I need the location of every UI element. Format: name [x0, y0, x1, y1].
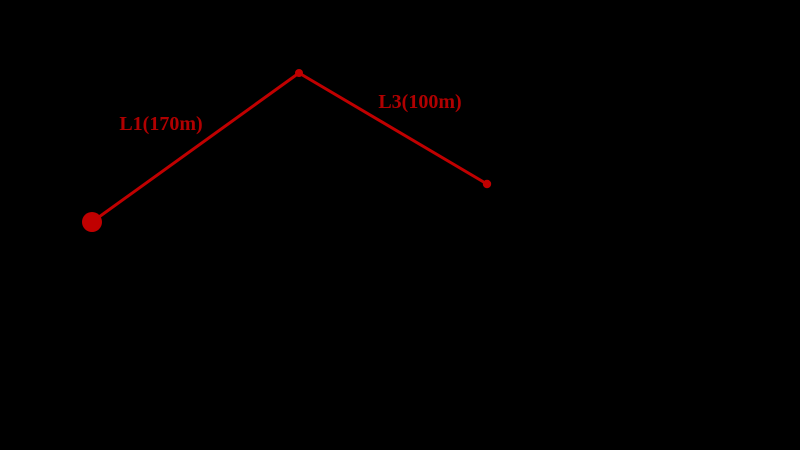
- junction-node-marker: [295, 69, 303, 77]
- edge-l3-label: L3(100m): [378, 91, 461, 113]
- end-node-marker: [482, 179, 492, 189]
- edge-l1: [90, 71, 301, 224]
- edge-l1-label: L1(170m): [119, 113, 202, 135]
- source-node-marker: [82, 212, 102, 232]
- edge-l3: [297, 71, 489, 186]
